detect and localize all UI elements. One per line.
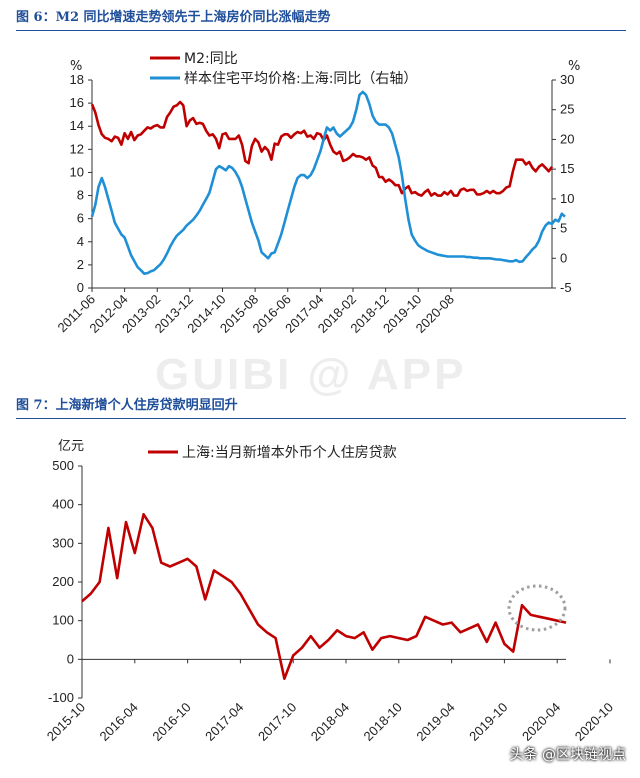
y-tick-label: -100 — [48, 690, 74, 705]
y-tick-label: 500 — [52, 458, 74, 473]
right-tick-label: 30 — [560, 72, 574, 87]
watermark: GUIBI @ APP — [155, 350, 467, 399]
legend-label-m2: M2:同比 — [184, 51, 238, 67]
left-tick-label: 12 — [70, 141, 84, 156]
left-tick-label: 10 — [70, 164, 84, 179]
y-axis-unit: 亿元 — [58, 439, 84, 454]
y-tick-label: 200 — [52, 574, 74, 589]
y-tick-label: 400 — [52, 497, 74, 512]
left-tick-label: 14 — [70, 118, 84, 133]
house-price-series-line — [90, 90, 566, 275]
left-tick-label: 16 — [70, 95, 84, 110]
x-tick-label: 2017-10 — [255, 700, 299, 744]
x-tick-label: 2020-04 — [519, 700, 563, 744]
figure7-title: 图 7：上海新增个人住房贷款明显回升 — [16, 398, 238, 413]
right-tick-label: -5 — [560, 280, 572, 295]
x-tick-label: 2015-10 — [44, 700, 88, 744]
figure6-legend: M2:同比 样本住宅平均价格:上海:同比（右轴） — [150, 51, 417, 87]
right-tick-label: 0 — [560, 250, 567, 265]
x-tick-label: 2016-04 — [97, 700, 141, 744]
legend-label-house-price: 样本住宅平均价格:上海:同比（右轴） — [184, 71, 417, 87]
figure7-title-rule — [16, 418, 626, 419]
x-tick-label: 2018-04 — [308, 700, 352, 744]
figure7-chart: -100 0 100 200 300 400 500 2015-10 2016-04 2016-1… — [44, 439, 616, 744]
left-tick-label: 2 — [77, 257, 84, 272]
y-tick-label: 300 — [52, 535, 74, 550]
x-tick-label: 2020-10 — [572, 700, 616, 744]
right-tick-label: 10 — [560, 191, 574, 206]
left-tick-label: 0 — [77, 280, 84, 295]
left-tick-label: 18 — [70, 72, 84, 87]
x-tick-label: 2019-10 — [466, 700, 510, 744]
figure7-legend: 上海:当月新增本外币个人住房贷款 — [148, 445, 397, 461]
figure6-title-rule — [16, 30, 626, 31]
x-tick-label: 2018-10 — [361, 700, 405, 744]
left-tick-label: 8 — [77, 188, 84, 203]
figure6-chart: 024681012141618-50510152025302011-062012… — [54, 51, 580, 336]
right-tick-label: 5 — [560, 221, 567, 236]
left-tick-label: 6 — [77, 211, 84, 226]
highlight-circle — [507, 584, 567, 632]
left-tick-label: 4 — [77, 234, 84, 249]
y-tick-label: 100 — [52, 613, 74, 628]
right-tick-label: 25 — [560, 102, 574, 117]
right-tick-label: 15 — [560, 161, 574, 176]
x-tick-label: 2019-04 — [413, 700, 457, 744]
right-axis-unit: % — [568, 59, 580, 74]
figure6-title: 图 6：M2 同比增速走势领先于上海房价同比涨幅走势 — [16, 10, 331, 25]
m2-series-line — [90, 100, 554, 197]
loans-series-line — [81, 513, 567, 680]
y-tick-label: 0 — [67, 651, 74, 666]
left-axis-unit: % — [70, 59, 82, 74]
right-tick-label: 20 — [560, 131, 574, 146]
x-tick-label: 2016-10 — [149, 700, 193, 744]
x-tick-label: 2017-04 — [202, 700, 246, 744]
legend-label-loans: 上海:当月新增本外币个人住房贷款 — [182, 445, 397, 461]
attribution-text: 头条 @区块链视点 — [509, 747, 626, 763]
